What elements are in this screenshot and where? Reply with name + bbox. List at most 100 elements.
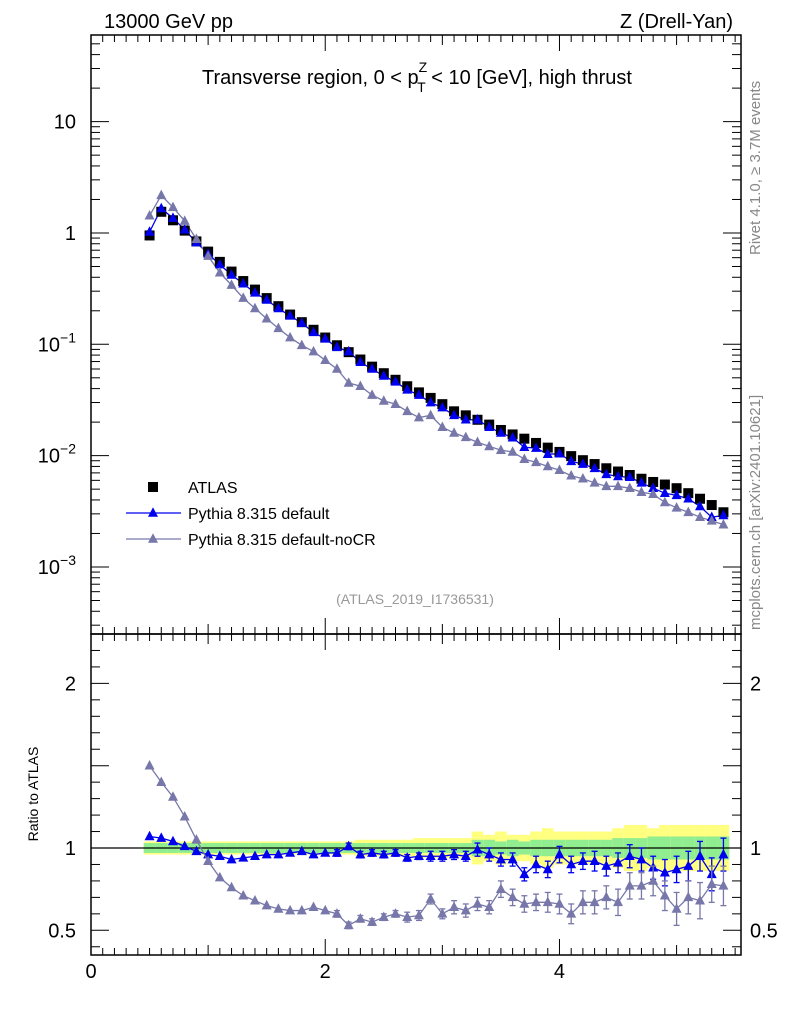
ratio-point-default bbox=[519, 868, 530, 879]
atlas-point bbox=[695, 493, 706, 504]
point-nocr bbox=[519, 453, 530, 463]
ratio-point-default bbox=[226, 853, 237, 864]
point-nocr bbox=[601, 480, 612, 491]
point-nocr bbox=[273, 322, 284, 333]
ratio-point-default bbox=[191, 845, 202, 856]
ratio-point-default bbox=[144, 830, 155, 841]
ratio-point-nocr bbox=[460, 904, 471, 915]
point-default bbox=[296, 317, 307, 327]
point-nocr bbox=[285, 331, 296, 342]
point-nocr bbox=[390, 398, 401, 408]
ratio-ylabel: Ratio to ATLAS bbox=[25, 747, 41, 842]
point-default bbox=[156, 202, 167, 213]
ratio-point-default bbox=[273, 848, 284, 859]
point-nocr bbox=[554, 464, 565, 474]
ratio-point-default bbox=[261, 848, 272, 859]
ratio-point-default bbox=[566, 858, 577, 869]
ratio-point-default bbox=[179, 840, 190, 851]
ratio-point-default bbox=[613, 857, 624, 867]
ratio-point-nocr bbox=[402, 911, 413, 921]
point-nocr bbox=[226, 279, 237, 289]
point-nocr bbox=[531, 456, 542, 467]
atlas-point bbox=[519, 433, 530, 444]
point-default bbox=[718, 509, 729, 520]
ratio-point-default bbox=[214, 850, 225, 861]
ratio-point-default bbox=[167, 835, 178, 846]
ratio-point-nocr bbox=[308, 901, 319, 912]
point-nocr bbox=[308, 345, 319, 356]
ratio-point-default bbox=[425, 850, 436, 861]
ratio-point-default bbox=[577, 855, 588, 865]
legend-marker-triangle bbox=[148, 507, 158, 517]
point-nocr bbox=[320, 354, 331, 364]
main-ytick-label: 10 bbox=[54, 112, 76, 134]
point-nocr bbox=[214, 266, 225, 277]
ratio-point-nocr bbox=[285, 904, 296, 915]
point-default bbox=[554, 448, 565, 458]
ratio-point-default bbox=[308, 848, 319, 859]
ratio-point-nocr bbox=[636, 880, 647, 890]
ratio-point-default bbox=[437, 850, 448, 861]
point-nocr bbox=[191, 233, 202, 243]
point-default bbox=[613, 470, 624, 481]
legend-label: ATLAS bbox=[188, 480, 238, 497]
ratio-point-nocr bbox=[179, 811, 190, 821]
ratio-point-nocr bbox=[542, 896, 553, 907]
ratio-point-default bbox=[718, 848, 729, 859]
point-nocr bbox=[542, 460, 553, 471]
ratio-point-nocr bbox=[320, 904, 331, 915]
point-default bbox=[495, 427, 506, 437]
point-default bbox=[261, 294, 272, 304]
ratio-point-default bbox=[507, 853, 518, 864]
point-default bbox=[413, 389, 424, 399]
point-default bbox=[695, 500, 706, 511]
point-nocr bbox=[249, 302, 260, 313]
ratio-point-nocr bbox=[613, 896, 624, 907]
ytick-exponent: −2 bbox=[60, 441, 76, 457]
ratio-point-default bbox=[285, 847, 296, 857]
legend: ATLAS Pythia 8.315 default Pythia 8.315 de… bbox=[126, 480, 376, 549]
mcplots-label: mcplots.cern.ch [arXiv:2401.10621] bbox=[747, 395, 764, 630]
point-nocr bbox=[203, 250, 214, 260]
atlas-point bbox=[706, 500, 717, 511]
ratio-point-nocr bbox=[484, 901, 495, 912]
point-default bbox=[214, 258, 225, 269]
point-nocr bbox=[495, 444, 506, 454]
series-line-default bbox=[148, 207, 724, 518]
ratio-point-nocr bbox=[331, 908, 342, 918]
ratio-panel-marks bbox=[144, 759, 729, 930]
ratio-point-default bbox=[472, 843, 483, 854]
ratio-point-nocr bbox=[718, 880, 729, 890]
point-nocr bbox=[355, 380, 366, 391]
header-left-label: 13000 GeV pp bbox=[104, 11, 233, 33]
point-nocr bbox=[179, 215, 190, 225]
point-default bbox=[273, 302, 284, 313]
atlas-point bbox=[601, 463, 612, 474]
ratio-point-nocr bbox=[695, 894, 706, 905]
atlas-point bbox=[542, 442, 553, 453]
point-nocr bbox=[484, 440, 495, 451]
ratio-point-default bbox=[484, 848, 495, 859]
ratio-point-nocr bbox=[648, 875, 659, 885]
legend-marker-triangle bbox=[148, 533, 158, 543]
point-default bbox=[589, 462, 600, 473]
ratio-point-nocr bbox=[249, 894, 260, 905]
point-default bbox=[601, 468, 612, 479]
ratio-point-nocr bbox=[226, 881, 237, 892]
point-default bbox=[378, 370, 389, 380]
xtick-label: 2 bbox=[320, 961, 331, 983]
point-default bbox=[402, 384, 413, 394]
point-nocr bbox=[331, 363, 342, 373]
ratio-point-nocr bbox=[449, 901, 460, 912]
point-nocr bbox=[144, 209, 155, 220]
point-nocr bbox=[659, 496, 670, 507]
point-default bbox=[484, 421, 495, 432]
point-nocr bbox=[437, 421, 448, 432]
point-default bbox=[507, 431, 518, 442]
point-default bbox=[331, 341, 342, 352]
atlas-point bbox=[659, 479, 670, 490]
point-nocr bbox=[367, 389, 378, 399]
ratio-point-default bbox=[671, 863, 682, 874]
ratio-point-nocr bbox=[413, 909, 424, 920]
point-nocr bbox=[718, 518, 729, 529]
